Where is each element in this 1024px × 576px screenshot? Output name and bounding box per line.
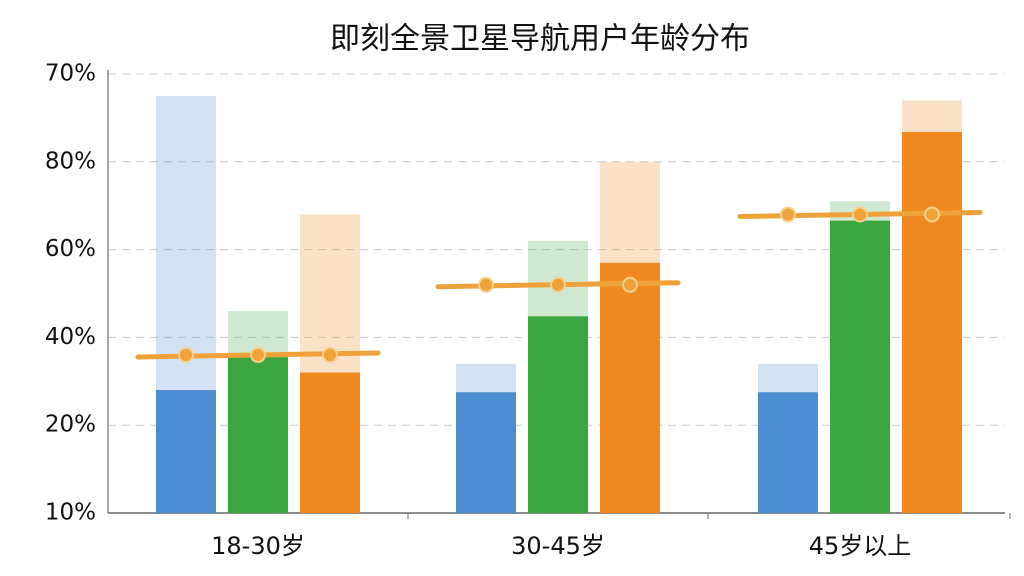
bar xyxy=(830,220,890,513)
bar xyxy=(156,390,216,513)
bar xyxy=(600,262,660,513)
level-dot xyxy=(478,276,494,293)
bar xyxy=(456,392,516,513)
level-dot xyxy=(924,206,940,223)
x-tick-label: 18-30岁 xyxy=(211,532,305,560)
y-tick-label: 80% xyxy=(45,148,96,174)
chart-title: 即刻全景卫星导航用户年龄分布 xyxy=(330,22,750,57)
y-tick-label: 60% xyxy=(45,236,96,262)
level-dot xyxy=(622,276,638,293)
y-tick-label: 40% xyxy=(45,324,96,350)
x-tick-label: 45岁以上 xyxy=(809,532,912,560)
bar xyxy=(758,392,818,513)
level-dot xyxy=(780,206,796,223)
y-tick-label: 10% xyxy=(45,500,96,526)
x-tick-label: 30-45岁 xyxy=(511,532,605,560)
level-dot xyxy=(250,346,266,363)
level-dot xyxy=(178,346,194,363)
bar xyxy=(228,357,288,513)
bar xyxy=(300,372,360,513)
level-dot xyxy=(852,206,868,223)
y-tick-label: 70% xyxy=(45,61,96,87)
bar xyxy=(902,131,962,513)
level-dot xyxy=(322,346,338,363)
y-tick-label: 20% xyxy=(45,412,96,438)
level-dot xyxy=(550,276,566,293)
bar xyxy=(528,316,588,513)
